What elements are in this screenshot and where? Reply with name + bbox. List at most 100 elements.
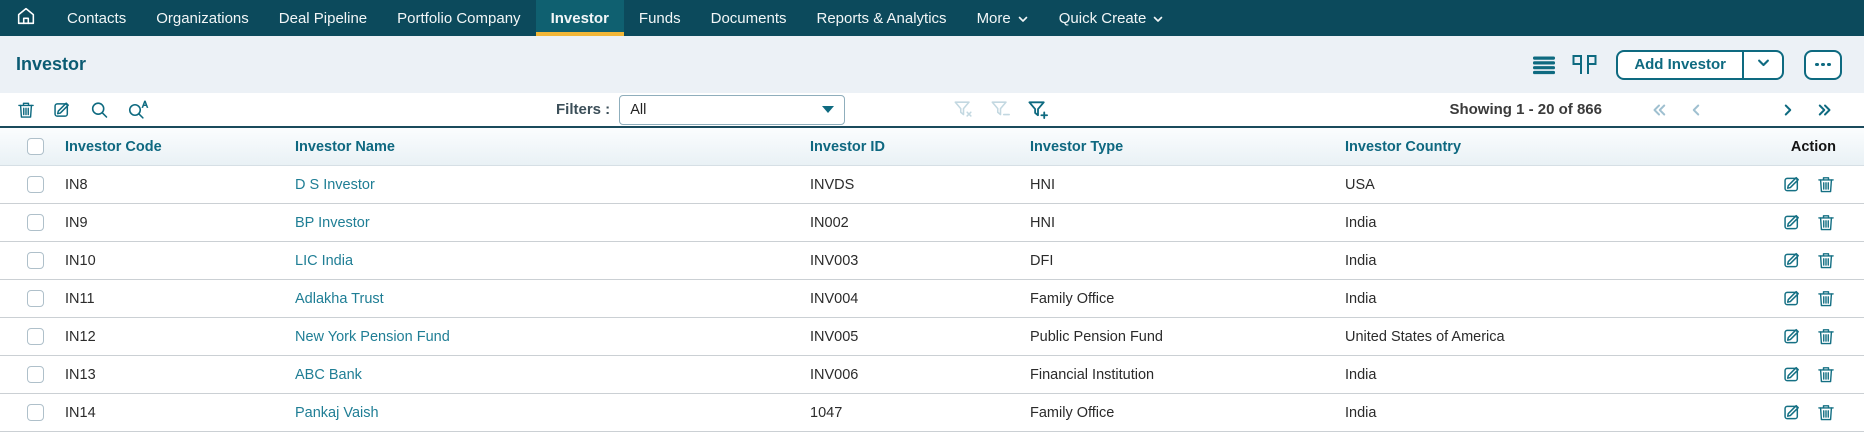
row-edit-icon[interactable] xyxy=(1782,364,1803,385)
row-checkbox[interactable] xyxy=(27,290,44,307)
cell-investor-name-link[interactable]: BP Investor xyxy=(295,214,370,231)
cell-investor-id: IN002 xyxy=(810,214,849,231)
nav-item-deal-pipeline[interactable]: Deal Pipeline xyxy=(264,0,382,36)
filters-dropdown[interactable]: All xyxy=(619,94,846,125)
nav-item-label: More xyxy=(976,9,1011,27)
filters-label: Filters : xyxy=(556,101,611,118)
column-header-investor-name[interactable]: Investor Name xyxy=(295,138,395,155)
delete-icon[interactable] xyxy=(16,99,36,120)
row-checkbox[interactable] xyxy=(27,176,44,193)
nav-item-funds[interactable]: Funds xyxy=(624,0,696,36)
search-icon[interactable] xyxy=(89,99,110,120)
nav-item-quick-create[interactable]: Quick Create xyxy=(1044,0,1180,36)
cell-investor-name-link[interactable]: Adlakha Trust xyxy=(295,290,384,307)
cell-investor-name-link[interactable]: New York Pension Fund xyxy=(295,328,450,345)
add-filter-icon[interactable] xyxy=(1026,98,1050,121)
table-row: IN11 Adlakha Trust INV004 Family Office Indi… xyxy=(0,280,1864,318)
nav-item-label: Organizations xyxy=(156,9,249,27)
cell-investor-country: India xyxy=(1345,290,1377,307)
nav-item-label: Investor xyxy=(550,9,609,27)
row-delete-icon[interactable] xyxy=(1816,174,1836,195)
list-view-icon[interactable] xyxy=(1531,54,1557,76)
cell-investor-name-link[interactable]: ABC Bank xyxy=(295,366,362,383)
row-edit-icon[interactable] xyxy=(1782,326,1803,347)
edit-icon[interactable] xyxy=(52,99,73,120)
row-edit-icon[interactable] xyxy=(1782,250,1803,271)
cell-investor-code: IN10 xyxy=(65,252,96,269)
board-view-icon[interactable] xyxy=(1571,54,1598,76)
nav-item-portfolio-company[interactable]: Portfolio Company xyxy=(382,0,535,36)
row-checkbox[interactable] xyxy=(27,404,44,421)
top-navbar: Contacts Organizations Deal Pipeline Portfo… xyxy=(0,0,1864,36)
cell-investor-id: INVDS xyxy=(810,176,855,193)
chevron-down-icon xyxy=(1017,13,1029,25)
more-options-button[interactable] xyxy=(1804,49,1842,80)
column-header-action: Action xyxy=(1790,138,1836,155)
select-all-checkbox[interactable] xyxy=(27,138,44,155)
column-header-investor-country[interactable]: Investor Country xyxy=(1345,138,1462,155)
cell-investor-code: IN13 xyxy=(65,366,96,383)
first-page-icon[interactable] xyxy=(1648,101,1670,119)
cell-investor-country: India xyxy=(1345,366,1377,383)
table-body: IN8 D S Investor INVDS HNI USA IN9 BP Investor… xyxy=(0,166,1864,432)
last-page-icon[interactable] xyxy=(1814,101,1836,119)
home-button[interactable] xyxy=(0,0,52,36)
row-delete-icon[interactable] xyxy=(1816,364,1836,385)
nav-item-investor[interactable]: Investor xyxy=(535,0,624,36)
table-row: IN9 BP Investor IN002 HNI India xyxy=(0,204,1864,242)
cell-investor-id: INV005 xyxy=(810,328,859,345)
cell-investor-name-link[interactable]: D S Investor xyxy=(295,176,375,193)
next-page-icon[interactable] xyxy=(1778,101,1798,119)
cell-investor-name-link[interactable]: LIC India xyxy=(295,252,354,269)
column-header-investor-id[interactable]: Investor ID xyxy=(810,138,885,155)
cell-investor-code: IN12 xyxy=(65,328,96,345)
clear-filter-icon[interactable] xyxy=(952,99,975,121)
row-edit-icon[interactable] xyxy=(1782,288,1803,309)
nav-item-more[interactable]: More xyxy=(962,0,1044,36)
row-checkbox[interactable] xyxy=(27,214,44,231)
nav-items: Contacts Organizations Deal Pipeline Portfo… xyxy=(52,0,1179,36)
cell-action xyxy=(1745,364,1864,385)
row-delete-icon[interactable] xyxy=(1816,250,1836,271)
nav-item-organizations[interactable]: Organizations xyxy=(141,0,264,36)
filters-selected-value: All xyxy=(630,101,647,118)
nav-item-label: Deal Pipeline xyxy=(278,9,368,27)
row-checkbox[interactable] xyxy=(27,328,44,345)
cell-investor-name-link[interactable]: Pankaj Vaish xyxy=(295,404,379,421)
cell-investor-type: Public Pension Fund xyxy=(1030,328,1163,345)
cell-investor-type: DFI xyxy=(1030,252,1054,269)
table-row: IN8 D S Investor INVDS HNI USA xyxy=(0,166,1864,204)
row-checkbox[interactable] xyxy=(27,366,44,383)
row-delete-icon[interactable] xyxy=(1816,212,1836,233)
cell-action xyxy=(1745,174,1864,195)
cell-investor-country: India xyxy=(1345,252,1377,269)
row-edit-icon[interactable] xyxy=(1782,174,1803,195)
row-delete-icon[interactable] xyxy=(1816,402,1836,423)
row-delete-icon[interactable] xyxy=(1816,288,1836,309)
page-title: Investor xyxy=(16,54,87,74)
chevron-down-icon xyxy=(1152,13,1164,25)
cell-action xyxy=(1745,288,1864,309)
remove-filter-icon[interactable] xyxy=(989,99,1012,121)
cell-investor-code: IN11 xyxy=(65,290,95,307)
column-header-investor-code[interactable]: Investor Code xyxy=(65,138,162,155)
nav-item-reports-analytics[interactable]: Reports & Analytics xyxy=(802,0,962,36)
previous-page-icon[interactable] xyxy=(1686,101,1706,119)
nav-item-label: Documents xyxy=(710,9,787,27)
advanced-search-icon[interactable]: A xyxy=(126,99,151,120)
row-delete-icon[interactable] xyxy=(1816,326,1836,347)
add-investor-button[interactable]: Add Investor xyxy=(1634,56,1726,73)
nav-item-documents[interactable]: Documents xyxy=(696,0,802,36)
ellipsis-icon xyxy=(1815,62,1819,67)
column-header-investor-type[interactable]: Investor Type xyxy=(1030,138,1124,155)
svg-text:A: A xyxy=(142,99,148,109)
cell-investor-type: Financial Institution xyxy=(1030,366,1155,383)
row-edit-icon[interactable] xyxy=(1782,402,1803,423)
nav-item-contacts[interactable]: Contacts xyxy=(52,0,141,36)
row-checkbox[interactable] xyxy=(27,252,44,269)
cell-investor-id: INV003 xyxy=(810,252,859,269)
chevron-down-icon xyxy=(1756,55,1771,75)
home-icon xyxy=(15,5,37,32)
row-edit-icon[interactable] xyxy=(1782,212,1803,233)
add-investor-dropdown-button[interactable] xyxy=(1742,51,1782,78)
